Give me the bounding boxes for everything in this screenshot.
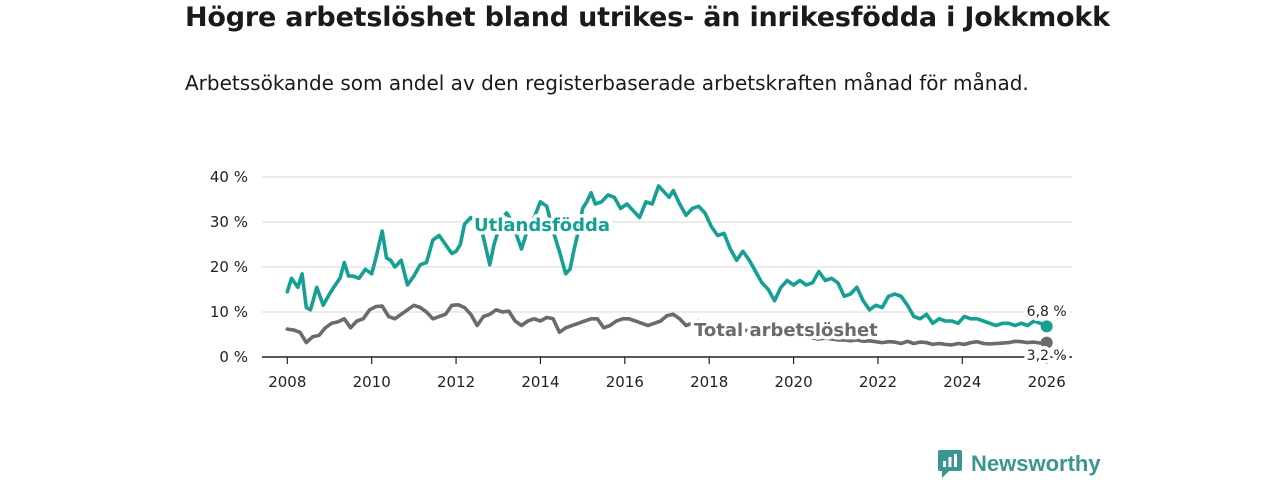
series-label-total-halo: Total arbetslöshet xyxy=(694,320,878,341)
y-tick-label: 40 % xyxy=(210,168,248,186)
gridlines xyxy=(262,176,1072,358)
y-tick-label: 30 % xyxy=(210,213,248,231)
y-tick-label: 20 % xyxy=(210,258,248,276)
x-tick-label: 2020 xyxy=(774,373,812,391)
x-tick-label: 2010 xyxy=(353,373,391,391)
end-value-label-halo: 3,2 % xyxy=(1027,348,1067,364)
x-tick-label: 2008 xyxy=(268,373,306,391)
series-line-total xyxy=(285,303,1049,347)
y-tick-label: 10 % xyxy=(210,303,248,321)
chart-title: Högre arbetslöshet bland utrikes- än inr… xyxy=(185,2,1110,33)
brand-name: Newsworthy xyxy=(971,451,1101,476)
end-value-label-halo: 6,8 % xyxy=(1027,304,1067,320)
x-axis-ticks: 2008 2010 2012 2014 2016 2018 2020 2022 2024 2026 xyxy=(268,357,1066,391)
x-tick-label: 2012 xyxy=(437,373,475,391)
end-value-label: 6,8 % xyxy=(1027,304,1067,320)
series-line-utlandsfodda xyxy=(285,184,1049,329)
y-axis-ticks: 0 % 10 % 20 % 30 % 40 % xyxy=(210,168,248,366)
y-tick-label: 0 % xyxy=(219,348,248,366)
chart-subtitle: Arbetssökande som andel av den registerb… xyxy=(185,71,1029,95)
x-tick-label: 2018 xyxy=(690,373,728,391)
series-label-utlandsfodda: Utlandsfödda xyxy=(474,215,610,236)
series-lines xyxy=(285,184,1053,349)
x-tick-label: 2026 xyxy=(1028,373,1066,391)
series-end-point xyxy=(1040,336,1053,349)
x-tick-label: 2024 xyxy=(943,373,981,391)
end-value-label: 3,2 % xyxy=(1027,348,1067,364)
series-end-point xyxy=(1040,320,1053,333)
x-tick-label: 2022 xyxy=(859,373,897,391)
series-label-total: Total arbetslöshet xyxy=(694,320,878,341)
x-tick-label: 2016 xyxy=(606,373,644,391)
brand-logo: Newsworthy xyxy=(937,449,1101,479)
series-label-utlandsfodda-halo: Utlandsfödda xyxy=(474,215,610,236)
newsworthy-logo-icon xyxy=(938,450,962,478)
x-tick-label: 2014 xyxy=(521,373,559,391)
